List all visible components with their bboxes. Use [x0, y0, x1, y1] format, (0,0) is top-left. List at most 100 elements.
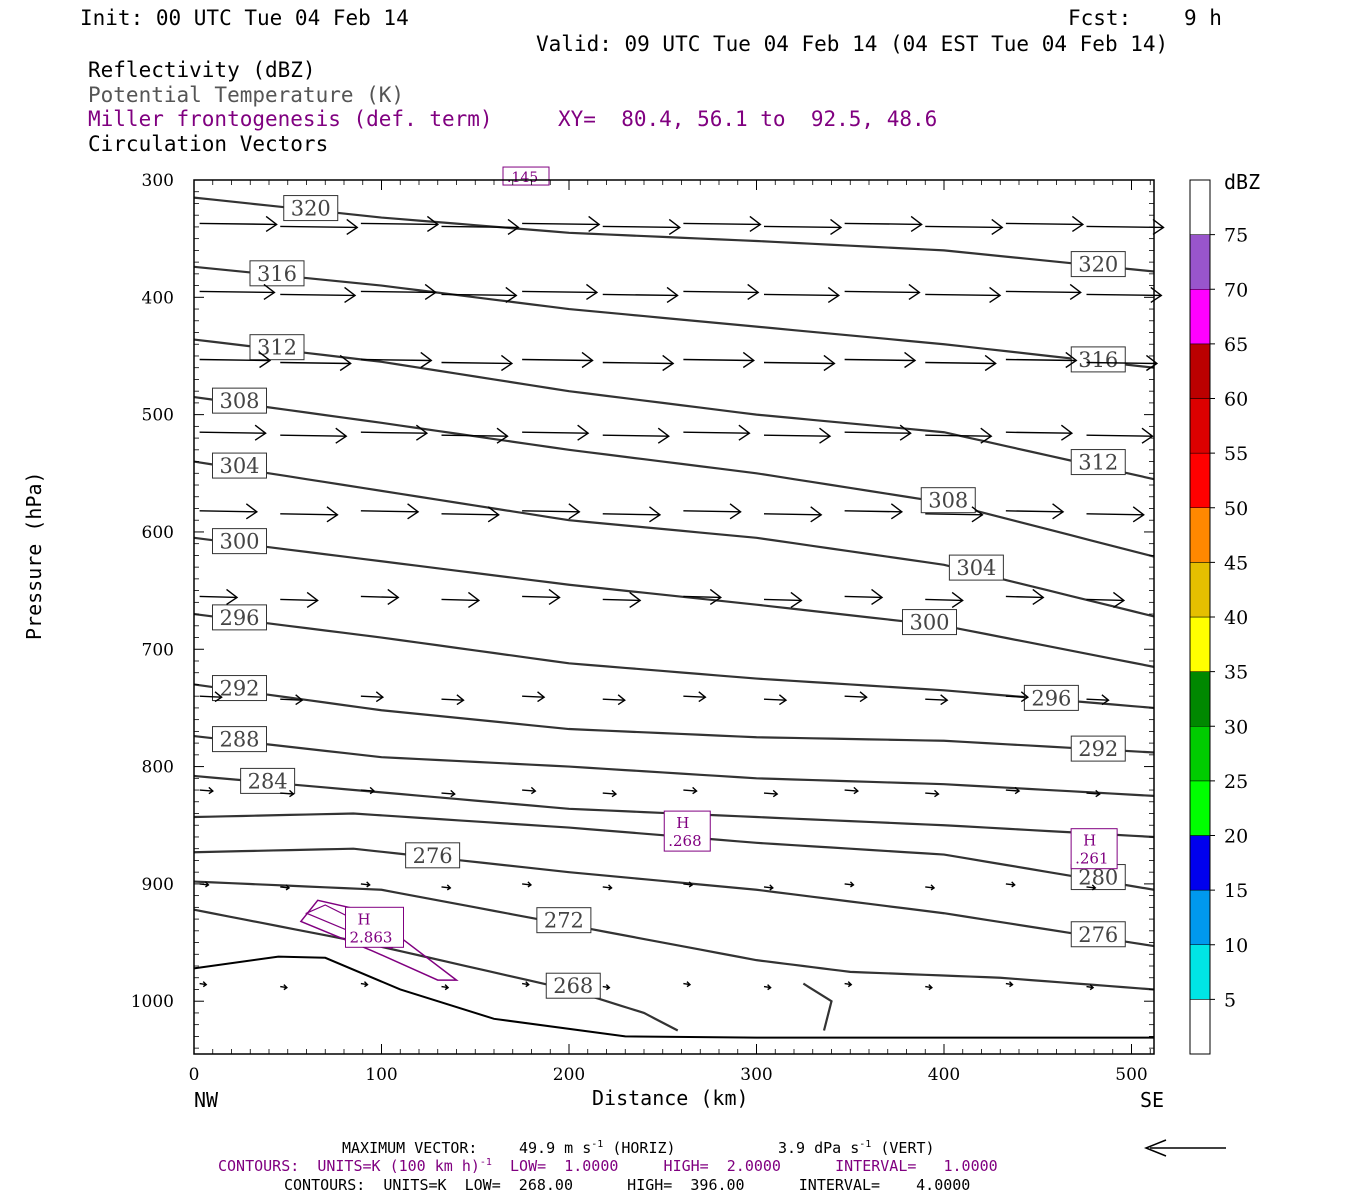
- vector-shaft: [360, 695, 383, 698]
- vector-head: [810, 506, 823, 523]
- circulation-vector: [280, 884, 291, 891]
- vector-head: [738, 424, 751, 441]
- vector-head: [668, 218, 681, 235]
- vector-head: [692, 786, 698, 795]
- circulation-vector: [844, 503, 904, 520]
- vector-head: [505, 286, 518, 304]
- circulation-vector: [683, 691, 707, 703]
- colorbar-segment: [1189, 507, 1211, 563]
- colorbar: 5 10 15 20 25 30 35 40 45 50 55 60 65 70 75: [1189, 179, 1248, 1055]
- frontogenesis-label-box: [345, 906, 404, 948]
- vector-shaft: [441, 698, 464, 701]
- frontogenesis-contour: [299, 899, 459, 981]
- vector-shaft: [844, 695, 867, 698]
- vector-head: [928, 984, 933, 991]
- vector-shaft: [441, 361, 512, 365]
- vector-head: [649, 506, 662, 523]
- circulation-vector: [1086, 286, 1163, 304]
- circulation-vector: [602, 506, 662, 523]
- vector-head: [908, 283, 921, 301]
- circulation-vector: [683, 503, 742, 520]
- vector-shaft: [522, 358, 593, 362]
- theta-contour-label: 300: [212, 528, 267, 555]
- colorbar-segment: [1189, 780, 1211, 836]
- vector-shaft: [1086, 598, 1124, 602]
- vector-shaft: [1086, 293, 1162, 297]
- vector-shaft: [280, 598, 318, 602]
- vector-head: [772, 789, 779, 798]
- vector-shaft: [522, 789, 536, 792]
- vector-head: [295, 694, 304, 706]
- frontogenesis-maximum: H.261: [1070, 828, 1118, 870]
- y-tick-label: 900: [142, 875, 174, 895]
- vector-shaft: [441, 293, 517, 297]
- circulation-vector: [522, 881, 533, 888]
- theta-label-text: 308: [219, 389, 259, 413]
- theta-label-text: 320: [291, 197, 331, 221]
- vector-head: [899, 424, 912, 441]
- vector-shaft: [844, 222, 922, 226]
- vector-head: [662, 354, 675, 372]
- theta-contour-label: 308: [212, 387, 267, 414]
- circulation-vector: [763, 984, 772, 991]
- circulation-vector: [925, 694, 949, 706]
- theta-contour-label: 316: [249, 260, 305, 287]
- circulation-vector: [763, 694, 788, 706]
- vector-shaft: [1005, 510, 1064, 513]
- circulation-vector: [925, 591, 964, 609]
- vector-shaft: [360, 222, 438, 226]
- vector-head: [1060, 424, 1074, 441]
- vector-shaft: [199, 510, 257, 513]
- vector-head: [375, 691, 385, 703]
- vector-head: [934, 789, 940, 798]
- theta-label-box: [1023, 684, 1079, 711]
- vector-shaft: [844, 595, 883, 599]
- circulation-vector: [925, 354, 997, 372]
- theta-label-box: [249, 334, 305, 361]
- theta-contour-label: 296: [212, 604, 267, 631]
- vector-shaft: [1005, 695, 1028, 698]
- circulation-vector: [199, 503, 259, 520]
- frontogenesis-value: .261: [1075, 850, 1108, 868]
- vector-head: [910, 215, 923, 232]
- circulation-vector: [683, 981, 692, 988]
- plot-frame: [193, 179, 1155, 1055]
- vector-shaft: [763, 513, 822, 516]
- vector-shaft: [1086, 361, 1157, 365]
- theta-contour-label: 316: [1070, 346, 1126, 373]
- vector-head: [1014, 786, 1021, 795]
- colorbar-label: 70: [1224, 279, 1248, 301]
- circulation-vector: [441, 427, 509, 444]
- vector-shaft: [360, 789, 375, 792]
- circulation-vector: [360, 351, 433, 369]
- vector-head: [611, 789, 618, 798]
- field-frontogenesis: Miller frontogenesis (def. term): [88, 107, 493, 131]
- vector-shaft: [1086, 792, 1100, 795]
- circulation-vector: [1086, 354, 1159, 372]
- max-vector-label: MAXIMUM VECTOR:: [342, 1139, 478, 1157]
- x-tick-label: 200: [553, 1065, 585, 1085]
- circulation-vector: [925, 286, 1002, 304]
- theta-contour-label: 276: [405, 842, 461, 869]
- vector-shaft: [441, 225, 519, 229]
- circulation-vector: [1086, 591, 1126, 609]
- theta-contour-label: 300: [902, 609, 957, 636]
- vector-head: [263, 283, 276, 301]
- colorbar-segment: [1189, 671, 1211, 727]
- theta-label-text: 284: [248, 769, 288, 793]
- circulation-vector: [763, 427, 832, 444]
- circulation-vector: [683, 881, 694, 888]
- vector-head: [446, 884, 452, 891]
- forecast-hour-value: 9 h: [1184, 6, 1222, 30]
- frontogenesis-maximum: H.268: [663, 810, 711, 852]
- vector-head: [577, 424, 590, 441]
- vector-head: [507, 218, 520, 235]
- vector-head: [335, 427, 348, 444]
- vector-head: [849, 881, 855, 888]
- y-tick-label: 700: [142, 640, 174, 660]
- vector-head: [259, 351, 272, 369]
- circulation-vector: [683, 351, 755, 369]
- colorbar-label: 75: [1224, 225, 1248, 247]
